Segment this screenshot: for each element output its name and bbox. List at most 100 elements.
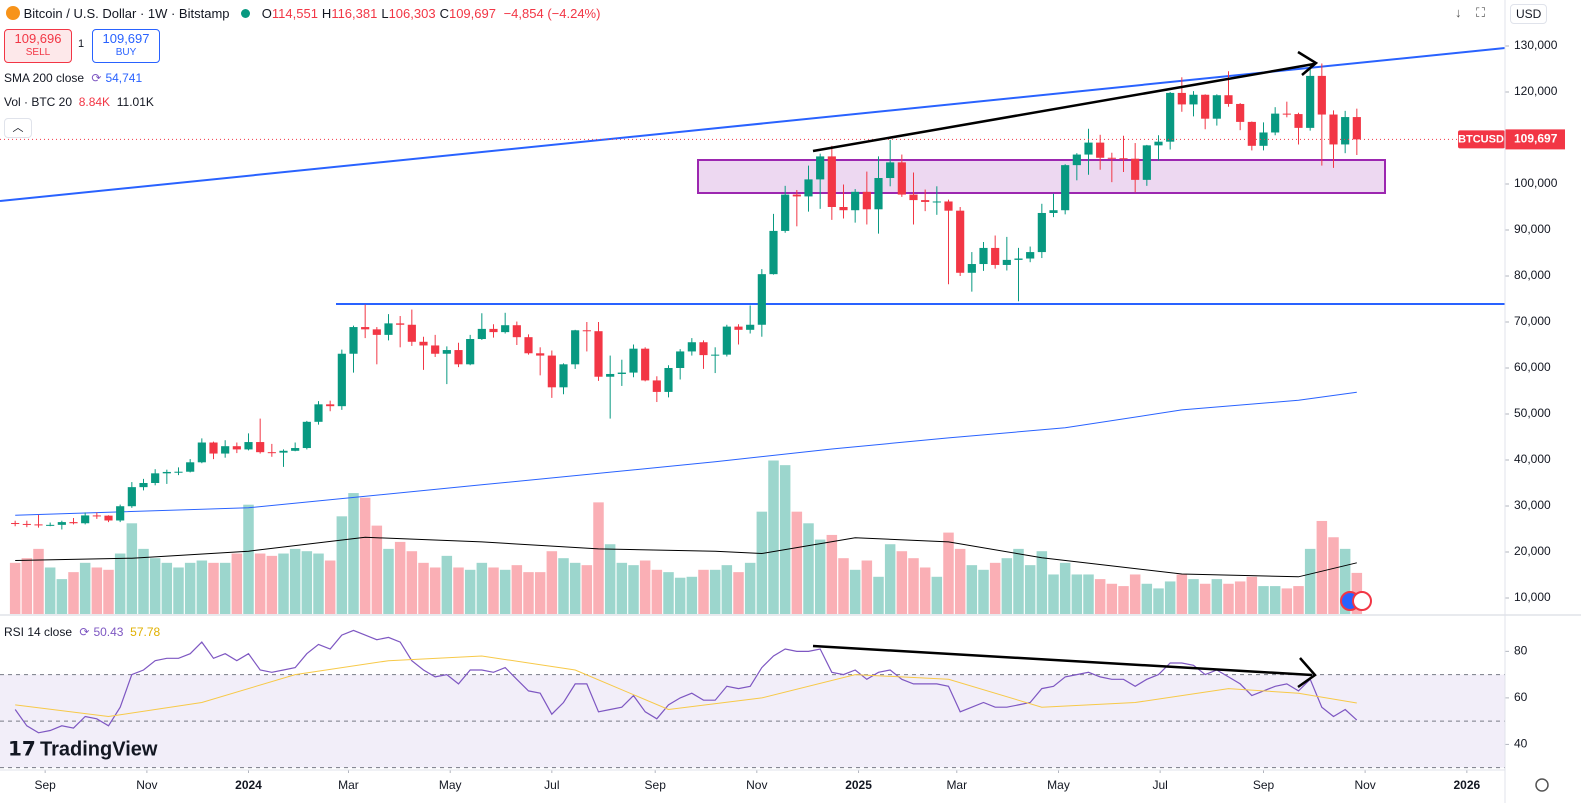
- candle-body: [34, 524, 43, 526]
- volume-bar: [91, 567, 103, 614]
- candle-body: [1352, 117, 1361, 140]
- candle-body: [606, 373, 615, 377]
- candle-body: [442, 350, 451, 354]
- volume-bar: [1234, 581, 1246, 614]
- price-symbol: BTCUSD: [1458, 133, 1504, 145]
- volume-bar: [21, 558, 33, 614]
- candle-body: [1107, 157, 1116, 159]
- x-tick-label: Nov: [136, 778, 157, 792]
- volume-bar: [674, 577, 686, 614]
- candle-body: [711, 354, 720, 356]
- volume-bar: [1328, 537, 1339, 614]
- candle-body: [466, 339, 475, 365]
- collapse-button[interactable]: ︿: [4, 118, 32, 138]
- candle-body: [501, 325, 510, 333]
- candle-body: [1037, 212, 1046, 253]
- volume-bar: [1094, 579, 1106, 614]
- volume-bar: [149, 558, 161, 614]
- ohlc-label: O: [261, 6, 272, 21]
- download-icon[interactable]: ↓: [1455, 5, 1462, 20]
- candle-body: [524, 337, 533, 354]
- x-tick-label: 2025: [845, 778, 872, 792]
- volume-bar: [1176, 574, 1188, 614]
- volume-bar: [651, 569, 663, 614]
- volume-bar: [243, 504, 254, 614]
- arrow: [812, 644, 1313, 677]
- volume-bar: [919, 567, 931, 614]
- volume-bar: [604, 544, 616, 614]
- volume-bar: [429, 567, 441, 614]
- candle-body: [839, 206, 848, 211]
- rsi-ma: 57.78: [130, 625, 161, 639]
- volume-bar: [406, 551, 418, 614]
- volume-bar: [441, 555, 453, 614]
- candle-body: [302, 421, 311, 449]
- volume-bar: [1106, 583, 1118, 614]
- candle-body: [104, 515, 113, 521]
- rsi-value: 50.43: [93, 625, 124, 639]
- volume-bar: [721, 565, 733, 614]
- volume-bar: [558, 558, 569, 614]
- rsi-tick-label: 80: [1514, 644, 1528, 658]
- x-tick-label: Jul: [1152, 778, 1167, 792]
- candle-body: [746, 324, 755, 330]
- candle-body: [1002, 259, 1011, 265]
- volume-bar: [464, 569, 476, 614]
- arrow: [812, 62, 1315, 153]
- currency[interactable]: USD: [1510, 4, 1548, 24]
- vol-value: 8.84K: [78, 95, 111, 109]
- range-box: [697, 159, 1386, 194]
- sma-title: SMA 200 close: [4, 71, 85, 85]
- volume-bar: [1258, 586, 1269, 614]
- volume-bar: [9, 562, 21, 614]
- ohlc-label: H: [321, 6, 332, 21]
- sma-value: 54,741: [105, 71, 143, 85]
- volume-bar: [219, 562, 231, 614]
- candle-body: [687, 342, 696, 352]
- sell-button[interactable]: 109,696 SELL: [4, 29, 72, 63]
- ohlc-value: 116,381: [331, 6, 378, 21]
- volume-bar: [896, 551, 908, 614]
- volume-bar: [1339, 548, 1351, 614]
- logo-mark: 𝟭𝟳: [8, 738, 36, 760]
- candle-body: [1247, 121, 1256, 146]
- rsi-title: RSI 14 close: [4, 625, 73, 639]
- event-icon[interactable]: [1352, 591, 1372, 611]
- x-tick-label: 2024: [235, 778, 262, 792]
- settings-icon[interactable]: [1535, 778, 1549, 792]
- fullscreen-icon[interactable]: ⛶: [1475, 5, 1486, 20]
- candle-body: [477, 328, 486, 340]
- volume-bar: [756, 511, 768, 614]
- y-tick-label: 100,000: [1514, 176, 1558, 190]
- volume-bar: [1316, 520, 1328, 614]
- volume-bar: [884, 544, 896, 614]
- sma-line: [15, 391, 1357, 516]
- candle-body: [197, 442, 206, 463]
- volume-bar: [1223, 583, 1234, 614]
- candle-body: [862, 191, 871, 210]
- candle-body: [337, 353, 346, 407]
- toolbar: ↓ ⛶: [1455, 5, 1485, 21]
- candle-body: [1282, 113, 1291, 115]
- candle-body: [314, 404, 323, 422]
- volume-bar: [1281, 588, 1293, 614]
- volume-bar: [476, 562, 488, 614]
- volume-bar: [68, 572, 79, 614]
- candle-body: [1236, 103, 1245, 122]
- spread: 1: [78, 38, 85, 50]
- buy-button[interactable]: 109,697 BUY: [92, 29, 160, 63]
- volume-bar: [1059, 562, 1071, 614]
- volume-bar: [1024, 565, 1036, 614]
- candle-body: [489, 328, 498, 333]
- volume-bar: [371, 525, 383, 614]
- candle-body: [594, 331, 603, 377]
- x-tick-label: Mar: [338, 778, 359, 792]
- candle-body: [781, 194, 790, 231]
- header: Bitcoin / U.S. Dollar · 1W · Bitstamp O1…: [6, 6, 600, 21]
- candle-body: [536, 353, 545, 356]
- candle-body: [1014, 258, 1023, 260]
- candle-body: [209, 442, 218, 454]
- volume-bar: [1246, 576, 1258, 614]
- volume-bar: [616, 562, 628, 614]
- volume-bar: [1211, 579, 1223, 614]
